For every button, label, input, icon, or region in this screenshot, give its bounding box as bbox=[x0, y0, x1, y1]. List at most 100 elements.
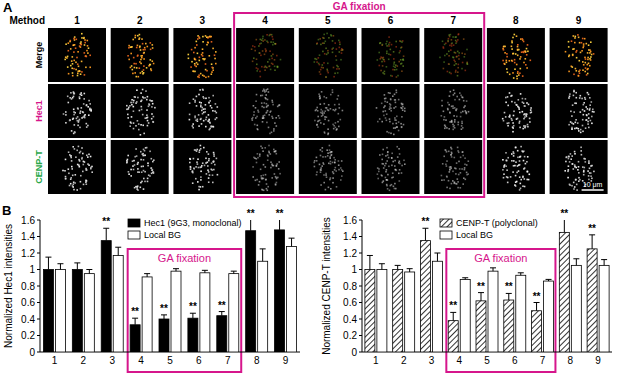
speckle bbox=[593, 111, 595, 113]
speckle bbox=[127, 117, 129, 119]
y-tick bbox=[37, 335, 40, 336]
speckle bbox=[449, 36, 451, 38]
speckle bbox=[528, 179, 530, 181]
speckle bbox=[140, 59, 142, 61]
speckle bbox=[390, 185, 392, 187]
speckle bbox=[460, 157, 462, 159]
speckle bbox=[506, 53, 508, 55]
speckle bbox=[215, 119, 217, 121]
speckle bbox=[339, 51, 341, 53]
speckle bbox=[338, 104, 340, 106]
speckle bbox=[202, 52, 204, 54]
speckle bbox=[208, 153, 210, 155]
speckle bbox=[89, 67, 91, 69]
speckle bbox=[516, 35, 518, 37]
speckle bbox=[522, 128, 524, 130]
speckle bbox=[441, 179, 443, 181]
speckle bbox=[201, 123, 203, 125]
speckle bbox=[325, 76, 327, 78]
speckle bbox=[578, 75, 580, 77]
speckle bbox=[152, 47, 154, 49]
speckle bbox=[199, 102, 201, 104]
speckle bbox=[333, 128, 335, 130]
speckle bbox=[334, 162, 336, 164]
speckle bbox=[454, 107, 456, 109]
speckle bbox=[571, 115, 573, 117]
speckle bbox=[203, 75, 205, 77]
speckle bbox=[264, 102, 266, 104]
speckle bbox=[332, 89, 334, 91]
speckle bbox=[451, 45, 453, 47]
speckle bbox=[463, 107, 465, 109]
speckle bbox=[524, 167, 526, 169]
speckle bbox=[591, 123, 593, 125]
speckle bbox=[274, 59, 276, 61]
speckle bbox=[378, 171, 380, 173]
speckle bbox=[126, 160, 128, 162]
speckle bbox=[273, 130, 275, 132]
speckle bbox=[262, 38, 264, 40]
speckle bbox=[338, 95, 340, 97]
speckle bbox=[196, 96, 198, 98]
speckle bbox=[208, 97, 210, 99]
speckle bbox=[135, 148, 137, 150]
speckle bbox=[148, 103, 150, 105]
speckle bbox=[456, 56, 458, 58]
speckle bbox=[506, 56, 508, 58]
speckle bbox=[578, 166, 580, 168]
speckle bbox=[505, 152, 507, 154]
speckle bbox=[512, 127, 514, 129]
speckle bbox=[584, 97, 586, 99]
speckle bbox=[86, 104, 88, 106]
speckle bbox=[570, 153, 572, 155]
speckle bbox=[128, 59, 130, 61]
speckle bbox=[570, 158, 572, 160]
speckle bbox=[568, 46, 570, 48]
speckle bbox=[260, 76, 262, 78]
speckle bbox=[83, 38, 85, 40]
speckle bbox=[215, 63, 217, 65]
speckle bbox=[273, 42, 275, 44]
speckle bbox=[191, 61, 193, 63]
speckle bbox=[591, 116, 593, 118]
speckle bbox=[272, 54, 274, 56]
speckle bbox=[513, 151, 515, 153]
speckle bbox=[205, 158, 207, 160]
speckle bbox=[587, 92, 589, 94]
highlight-box bbox=[128, 249, 242, 372]
speckle bbox=[394, 99, 396, 101]
speckle bbox=[328, 187, 330, 189]
speckle bbox=[449, 188, 451, 190]
speckle bbox=[447, 41, 449, 43]
speckle bbox=[517, 55, 519, 57]
speckle bbox=[395, 41, 397, 43]
speckle bbox=[454, 167, 456, 169]
speckle bbox=[450, 154, 452, 156]
speckle bbox=[513, 125, 515, 127]
speckle bbox=[383, 59, 385, 61]
speckle bbox=[147, 178, 149, 180]
speckle bbox=[257, 68, 259, 70]
x-tick-label: 3 bbox=[109, 355, 115, 366]
speckle bbox=[153, 172, 155, 174]
speckle bbox=[72, 63, 74, 65]
micrograph bbox=[173, 140, 231, 194]
speckle bbox=[516, 181, 518, 183]
speckle bbox=[576, 57, 578, 59]
speckle bbox=[382, 44, 384, 46]
speckle bbox=[509, 116, 511, 118]
speckle bbox=[266, 188, 268, 190]
speckle bbox=[319, 54, 321, 56]
speckle bbox=[79, 152, 81, 154]
speckle bbox=[138, 76, 140, 78]
speckle bbox=[321, 91, 323, 93]
speckle bbox=[572, 54, 574, 56]
speckle bbox=[341, 175, 343, 177]
speckle bbox=[449, 112, 451, 114]
speckle bbox=[253, 157, 255, 159]
speckle bbox=[580, 52, 582, 54]
speckle bbox=[80, 41, 82, 43]
speckle bbox=[268, 145, 270, 147]
speckle bbox=[262, 90, 264, 92]
speckle bbox=[401, 116, 403, 118]
